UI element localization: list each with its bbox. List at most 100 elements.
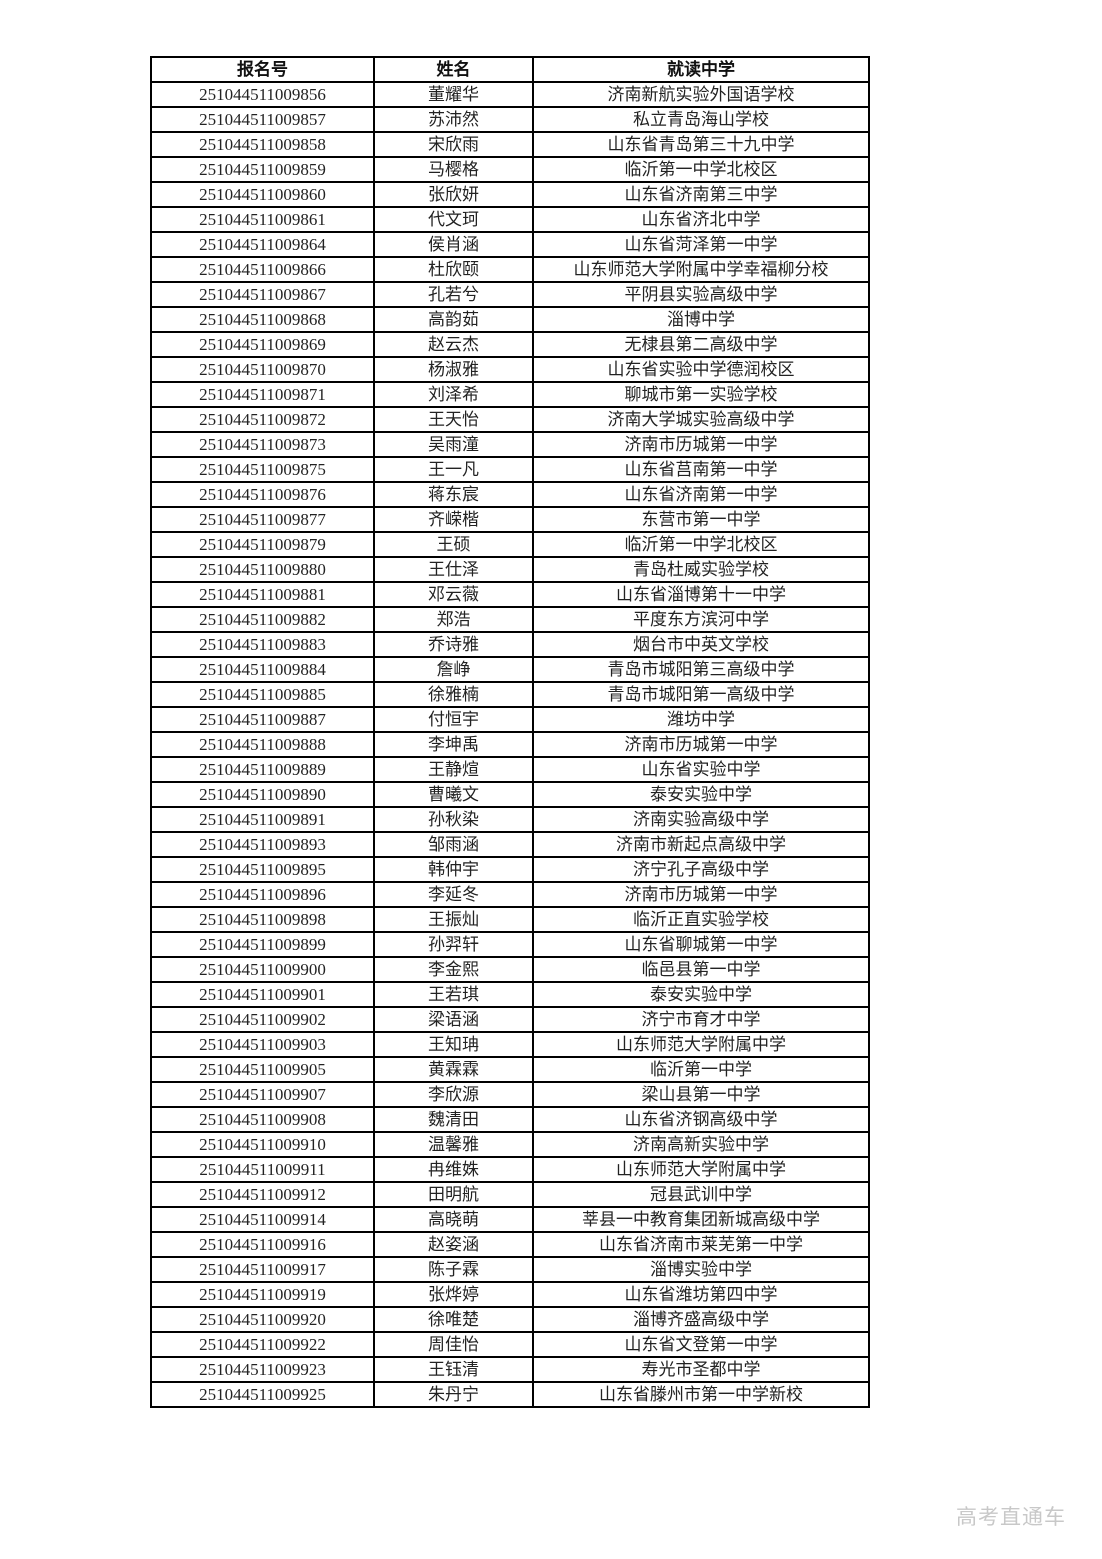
name-cell: 魏清田 (373, 1106, 534, 1133)
school-cell: 莘县一中教育集团新城高级中学 (532, 1206, 870, 1233)
school-cell: 东营市第一中学 (532, 506, 870, 533)
reg-no-cell: 251044511009869 (150, 331, 375, 358)
reg-no-cell: 251044511009864 (150, 231, 375, 258)
name-cell: 邹雨涵 (373, 831, 534, 858)
table-row: 251044511009876 蒋东宸 山东省济南第一中学 (150, 481, 870, 508)
school-cell: 临邑县第一中学 (532, 956, 870, 983)
school-cell: 山东师范大学附属中学 (532, 1156, 870, 1183)
reg-no-cell: 251044511009907 (150, 1081, 375, 1108)
school-cell: 济南新航实验外国语学校 (532, 81, 870, 108)
name-cell: 赵云杰 (373, 331, 534, 358)
reg-no-cell: 251044511009859 (150, 156, 375, 183)
name-cell: 梁语涵 (373, 1006, 534, 1033)
name-cell: 李延冬 (373, 881, 534, 908)
table-row: 251044511009925 朱丹宁 山东省滕州市第一中学新校 (150, 1381, 870, 1408)
name-cell: 王天怡 (373, 406, 534, 433)
table-row: 251044511009893 邹雨涵 济南市新起点高级中学 (150, 831, 870, 858)
name-cell: 马樱格 (373, 156, 534, 183)
table-row: 251044511009908 魏清田 山东省济钢高级中学 (150, 1106, 870, 1133)
school-cell: 临沂第一中学北校区 (532, 156, 870, 183)
reg-no-cell: 251044511009903 (150, 1031, 375, 1058)
table-row: 251044511009880 王仕泽 青岛杜威实验学校 (150, 556, 870, 583)
reg-no-cell: 251044511009911 (150, 1156, 375, 1183)
name-cell: 徐唯楚 (373, 1306, 534, 1333)
name-cell: 王仕泽 (373, 556, 534, 583)
school-cell: 济宁孔子高级中学 (532, 856, 870, 883)
reg-no-cell: 251044511009901 (150, 981, 375, 1008)
table-row: 251044511009917 陈子霖 淄博实验中学 (150, 1256, 870, 1283)
school-cell: 淄博齐盛高级中学 (532, 1306, 870, 1333)
name-cell: 王一凡 (373, 456, 534, 483)
table-row: 251044511009914 高晓萌 莘县一中教育集团新城高级中学 (150, 1206, 870, 1233)
reg-no-cell: 251044511009879 (150, 531, 375, 558)
table-row: 251044511009861 代文珂 山东省济北中学 (150, 206, 870, 233)
school-cell: 青岛市城阳第三高级中学 (532, 656, 870, 683)
reg-no-cell: 251044511009883 (150, 631, 375, 658)
table-row: 251044511009857 苏沛然 私立青岛海山学校 (150, 106, 870, 133)
name-cell: 詹峥 (373, 656, 534, 683)
school-cell: 临沂第一中学 (532, 1056, 870, 1083)
name-cell: 李欣源 (373, 1081, 534, 1108)
reg-no-cell: 251044511009884 (150, 656, 375, 683)
reg-no-cell: 251044511009905 (150, 1056, 375, 1083)
name-cell: 王钰清 (373, 1356, 534, 1383)
reg-no-cell: 251044511009898 (150, 906, 375, 933)
reg-no-cell: 251044511009875 (150, 456, 375, 483)
table-row: 251044511009896 李延冬 济南市历城第一中学 (150, 881, 870, 908)
name-cell: 李坤禹 (373, 731, 534, 758)
reg-no-cell: 251044511009916 (150, 1231, 375, 1258)
reg-no-cell: 251044511009885 (150, 681, 375, 708)
reg-no-cell: 251044511009888 (150, 731, 375, 758)
table-row: 251044511009920 徐唯楚 淄博齐盛高级中学 (150, 1306, 870, 1333)
reg-no-cell: 251044511009925 (150, 1381, 375, 1408)
name-cell: 郑浩 (373, 606, 534, 633)
table-row: 251044511009867 孔若兮 平阴县实验高级中学 (150, 281, 870, 308)
table-row: 251044511009919 张烨婷 山东省潍坊第四中学 (150, 1281, 870, 1308)
school-cell: 淄博中学 (532, 306, 870, 333)
school-cell: 济宁市育才中学 (532, 1006, 870, 1033)
name-cell: 杜欣颐 (373, 256, 534, 283)
table-row: 251044511009868 高韵茹 淄博中学 (150, 306, 870, 333)
school-cell: 济南实验高级中学 (532, 806, 870, 833)
name-cell: 李金熙 (373, 956, 534, 983)
school-cell: 山东省济钢高级中学 (532, 1106, 870, 1133)
table-row: 251044511009864 侯肖涵 山东省菏泽第一中学 (150, 231, 870, 258)
school-cell: 泰安实验中学 (532, 781, 870, 808)
school-cell: 山东省淄博第十一中学 (532, 581, 870, 608)
name-cell: 朱丹宁 (373, 1381, 534, 1408)
name-cell: 徐雅楠 (373, 681, 534, 708)
reg-no-cell: 251044511009919 (150, 1281, 375, 1308)
watermark-text: 高考直通车 (956, 1506, 1066, 1529)
reg-no-cell: 251044511009877 (150, 506, 375, 533)
table-row: 251044511009900 李金熙 临邑县第一中学 (150, 956, 870, 983)
school-cell: 山东省实验中学 (532, 756, 870, 783)
table-row: 251044511009872 王天怡 济南大学城实验高级中学 (150, 406, 870, 433)
reg-no-cell: 251044511009910 (150, 1131, 375, 1158)
name-cell: 苏沛然 (373, 106, 534, 133)
school-cell: 聊城市第一实验学校 (532, 381, 870, 408)
name-cell: 高韵茹 (373, 306, 534, 333)
name-cell: 齐嵘楷 (373, 506, 534, 533)
reg-no-cell: 251044511009882 (150, 606, 375, 633)
reg-no-cell: 251044511009857 (150, 106, 375, 133)
col-header-school: 就读中学 (532, 56, 870, 83)
table-row: 251044511009912 田明航 冠县武训中学 (150, 1181, 870, 1208)
school-cell: 青岛市城阳第一高级中学 (532, 681, 870, 708)
reg-no-cell: 251044511009858 (150, 131, 375, 158)
table-row: 251044511009898 王振灿 临沂正直实验学校 (150, 906, 870, 933)
table-row: 251044511009884 詹峥 青岛市城阳第三高级中学 (150, 656, 870, 683)
school-cell: 济南市新起点高级中学 (532, 831, 870, 858)
school-cell: 无棣县第二高级中学 (532, 331, 870, 358)
name-cell: 王硕 (373, 531, 534, 558)
reg-no-cell: 251044511009922 (150, 1331, 375, 1358)
school-cell: 潍坊中学 (532, 706, 870, 733)
reg-no-cell: 251044511009908 (150, 1106, 375, 1133)
table-row: 251044511009882 郑浩 平度东方滨河中学 (150, 606, 870, 633)
table-row: 251044511009923 王钰清 寿光市圣都中学 (150, 1356, 870, 1383)
table-row: 251044511009888 李坤禹 济南市历城第一中学 (150, 731, 870, 758)
school-cell: 济南市历城第一中学 (532, 731, 870, 758)
school-cell: 山东省滕州市第一中学新校 (532, 1381, 870, 1408)
table-row: 251044511009905 黄霖霖 临沂第一中学 (150, 1056, 870, 1083)
reg-no-cell: 251044511009868 (150, 306, 375, 333)
school-cell: 平度东方滨河中学 (532, 606, 870, 633)
